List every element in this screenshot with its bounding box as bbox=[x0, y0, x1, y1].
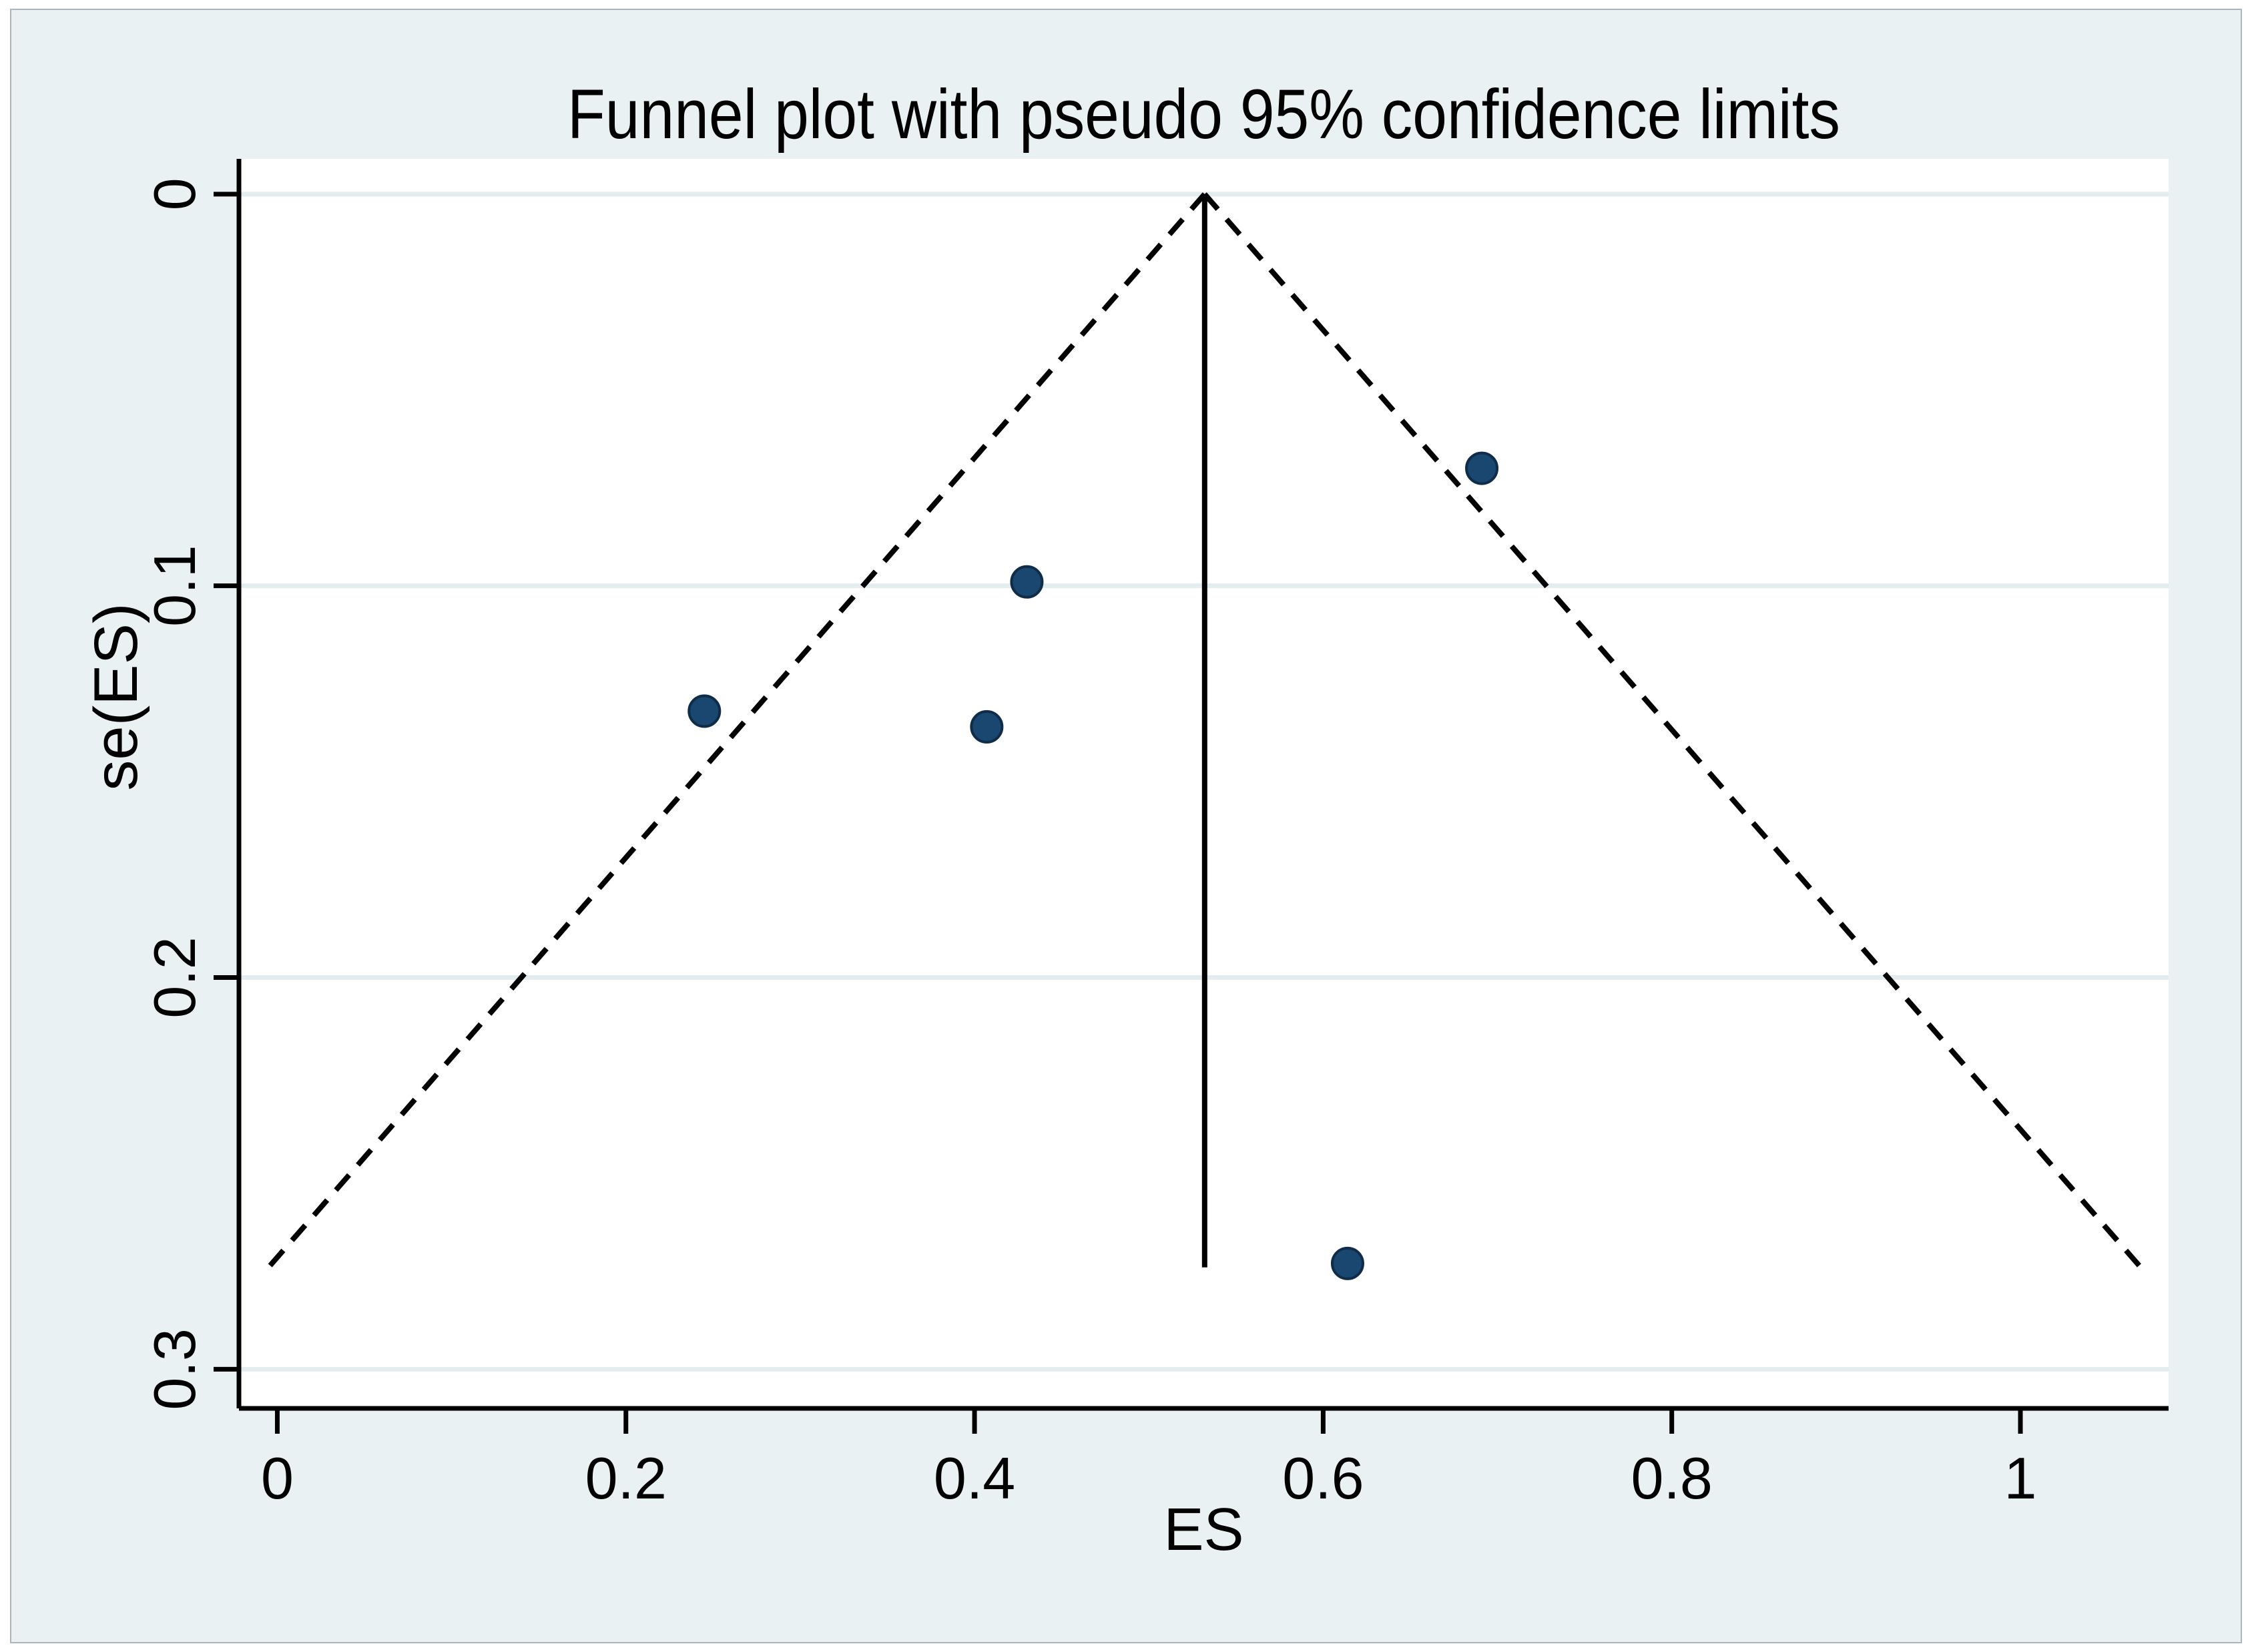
y-tick-label: 0.2 bbox=[142, 936, 208, 1018]
y-tick-label: 0.3 bbox=[142, 1328, 208, 1410]
funnel-right-boundary-line bbox=[1202, 192, 2143, 1270]
y-axis-title: se(ES) bbox=[82, 603, 150, 790]
data-point bbox=[1465, 451, 1499, 485]
y-tick-label: 0.1 bbox=[142, 545, 208, 626]
x-tick-label: 0.6 bbox=[1282, 1445, 1364, 1511]
chart-title: Funnel plot with pseudo 95% confidence l… bbox=[567, 75, 1840, 154]
x-tick-label: 0 bbox=[261, 1445, 294, 1511]
x-tick-label: 0.4 bbox=[934, 1445, 1015, 1511]
data-point bbox=[970, 710, 1004, 744]
funnel-left-boundary-line bbox=[266, 192, 1207, 1270]
x-tick-label: 0.8 bbox=[1631, 1445, 1713, 1511]
x-tick-label: 1 bbox=[2004, 1445, 2037, 1511]
y-tick-label: 0 bbox=[142, 178, 208, 210]
data-point bbox=[687, 694, 722, 728]
x-axis-title: ES bbox=[1163, 1496, 1243, 1563]
x-tick-label: 0.2 bbox=[585, 1445, 667, 1511]
data-point bbox=[1010, 565, 1044, 599]
data-point bbox=[1330, 1246, 1364, 1280]
